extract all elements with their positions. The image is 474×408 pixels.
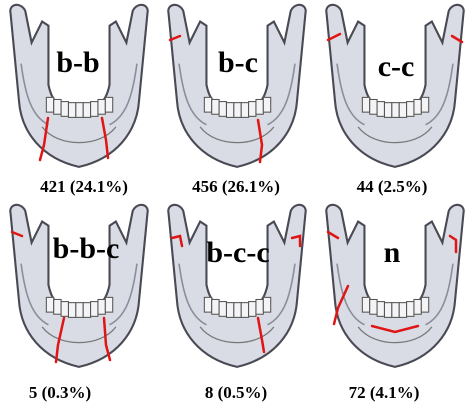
fracture-line <box>256 316 266 354</box>
fracture-line <box>38 116 50 162</box>
fracture-line <box>54 316 66 364</box>
panel-caption: 72 (4.1%) <box>349 383 420 402</box>
fracture-line <box>450 34 464 44</box>
panel-caption: 5 (0.3%) <box>29 383 91 402</box>
panel-label: b-c-c <box>206 236 269 269</box>
fracture-line <box>448 234 458 254</box>
panel-label: c-c <box>378 50 415 83</box>
fracture-line <box>326 32 342 42</box>
panel-label: b-b <box>56 46 99 79</box>
panel-label: b-c <box>218 46 258 79</box>
panel-label: n <box>384 236 401 269</box>
panel-caption: 8 (0.5%) <box>205 383 267 402</box>
fracture-line <box>168 34 182 42</box>
panel-caption: 421 (24.1%) <box>40 177 128 196</box>
fracture-line <box>100 116 110 160</box>
fracture-line <box>170 234 184 248</box>
fracture-line <box>290 234 302 248</box>
panel: c-c 44 (2.5%) <box>325 3 465 196</box>
fracture-line <box>10 230 24 238</box>
panel: n 72 (4.1%) <box>325 203 465 402</box>
panel: b-c 456 (26.1%) <box>167 3 307 196</box>
panel: b-b 421 (24.1%) <box>9 3 149 196</box>
panel-label: b-b-c <box>53 232 120 265</box>
panel: b-b-c 5 (0.3%) <box>9 203 149 402</box>
fracture-line <box>326 230 340 240</box>
panel: b-c-c 8 (0.5%) <box>167 203 307 402</box>
panel-caption: 456 (26.1%) <box>192 177 280 196</box>
fracture-line <box>370 324 420 334</box>
fracture-line <box>256 118 264 164</box>
fracture-line <box>102 316 112 362</box>
fracture-line <box>332 284 350 326</box>
panel-caption: 44 (2.5%) <box>357 177 428 196</box>
